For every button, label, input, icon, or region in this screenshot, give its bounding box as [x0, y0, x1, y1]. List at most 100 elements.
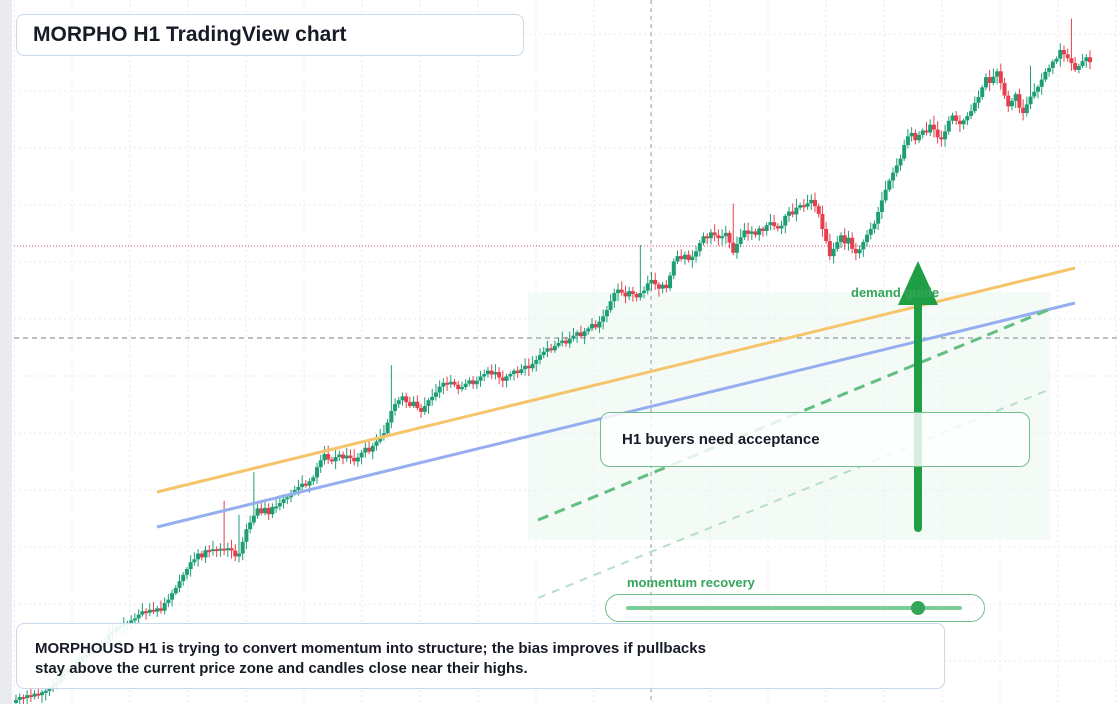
candle[interactable] — [757, 225, 762, 241]
candle[interactable] — [883, 180, 888, 204]
candle[interactable] — [341, 451, 346, 465]
candle[interactable] — [515, 366, 520, 379]
candle[interactable] — [634, 291, 639, 302]
candle[interactable] — [367, 441, 372, 455]
candle[interactable] — [233, 544, 238, 562]
candle[interactable] — [775, 223, 780, 232]
candle[interactable] — [749, 226, 754, 240]
candle[interactable] — [474, 376, 479, 389]
candle[interactable] — [248, 515, 253, 534]
candle[interactable] — [786, 207, 791, 222]
candle[interactable] — [344, 447, 349, 463]
candle[interactable] — [991, 68, 996, 86]
candle[interactable] — [812, 192, 817, 213]
candle[interactable] — [422, 397, 427, 415]
candle[interactable] — [645, 275, 650, 295]
candle[interactable] — [203, 545, 208, 563]
candle[interactable] — [497, 367, 502, 385]
candle[interactable] — [259, 502, 264, 516]
candle[interactable] — [701, 232, 706, 246]
candle[interactable] — [682, 251, 687, 265]
candle[interactable] — [352, 449, 357, 466]
candle[interactable] — [972, 96, 977, 114]
candle[interactable] — [935, 121, 940, 144]
candle[interactable] — [760, 226, 765, 237]
candle[interactable] — [1084, 54, 1089, 68]
candle[interactable] — [619, 281, 624, 296]
candle[interactable] — [931, 115, 936, 138]
candle[interactable] — [1032, 83, 1037, 100]
candle[interactable] — [976, 90, 981, 109]
candle[interactable] — [530, 356, 535, 372]
candle[interactable] — [448, 374, 453, 388]
candle[interactable] — [857, 245, 862, 259]
momentum-slider-knob[interactable] — [911, 601, 926, 615]
candle[interactable] — [266, 503, 271, 521]
candle[interactable] — [727, 230, 732, 249]
candle[interactable] — [511, 368, 516, 381]
candle[interactable] — [318, 454, 323, 473]
candle[interactable] — [270, 503, 275, 519]
candle[interactable] — [779, 220, 784, 235]
candle[interactable] — [437, 380, 442, 399]
candle[interactable] — [549, 343, 554, 353]
candle[interactable] — [827, 233, 832, 261]
candle[interactable] — [664, 280, 669, 293]
candle[interactable] — [578, 325, 583, 339]
candle[interactable] — [961, 118, 966, 130]
candle[interactable] — [1043, 68, 1048, 83]
candle[interactable] — [630, 286, 635, 302]
candle[interactable] — [675, 250, 680, 265]
momentum-slider[interactable] — [605, 594, 985, 622]
candle[interactable] — [251, 472, 256, 526]
candle[interactable] — [28, 688, 33, 703]
candle[interactable] — [545, 340, 550, 358]
candle[interactable] — [772, 214, 777, 230]
candle[interactable] — [229, 539, 234, 559]
candle[interactable] — [147, 603, 152, 617]
candle[interactable] — [485, 366, 490, 378]
candle[interactable] — [348, 449, 353, 465]
candle[interactable] — [162, 597, 167, 615]
candle[interactable] — [567, 331, 572, 348]
candle[interactable] — [957, 115, 962, 133]
candle[interactable] — [898, 154, 903, 171]
candle[interactable] — [1009, 97, 1014, 111]
candle[interactable] — [445, 376, 450, 391]
candle[interactable] — [623, 285, 628, 304]
candle[interactable] — [225, 542, 230, 557]
candle[interactable] — [894, 158, 899, 177]
candle[interactable] — [199, 550, 204, 561]
candle[interactable] — [471, 376, 476, 389]
candle[interactable] — [824, 222, 829, 245]
candle[interactable] — [879, 191, 884, 220]
candle[interactable] — [705, 233, 710, 245]
candle[interactable] — [1006, 90, 1011, 112]
candle[interactable] — [456, 380, 461, 395]
candle[interactable] — [396, 397, 401, 408]
candle[interactable] — [627, 286, 632, 300]
candle[interactable] — [586, 326, 591, 335]
candle[interactable] — [891, 167, 896, 189]
candle[interactable] — [1035, 84, 1040, 99]
candle[interactable] — [404, 392, 409, 409]
candle[interactable] — [853, 242, 858, 261]
candle[interactable] — [489, 364, 494, 380]
candle[interactable] — [969, 104, 974, 120]
candle[interactable] — [1061, 45, 1066, 62]
candle[interactable] — [1039, 73, 1044, 95]
candle[interactable] — [582, 328, 587, 345]
candle[interactable] — [534, 355, 539, 372]
candle[interactable] — [181, 572, 186, 586]
candle[interactable] — [920, 128, 925, 139]
candle[interactable] — [943, 124, 948, 147]
candle[interactable] — [905, 128, 910, 149]
candle[interactable] — [1076, 63, 1081, 74]
candle[interactable] — [638, 245, 643, 301]
candle[interactable] — [876, 206, 881, 231]
candle[interactable] — [835, 236, 840, 252]
candle[interactable] — [608, 294, 613, 313]
candle[interactable] — [917, 131, 922, 144]
candle[interactable] — [355, 453, 360, 467]
candle[interactable] — [764, 222, 769, 236]
